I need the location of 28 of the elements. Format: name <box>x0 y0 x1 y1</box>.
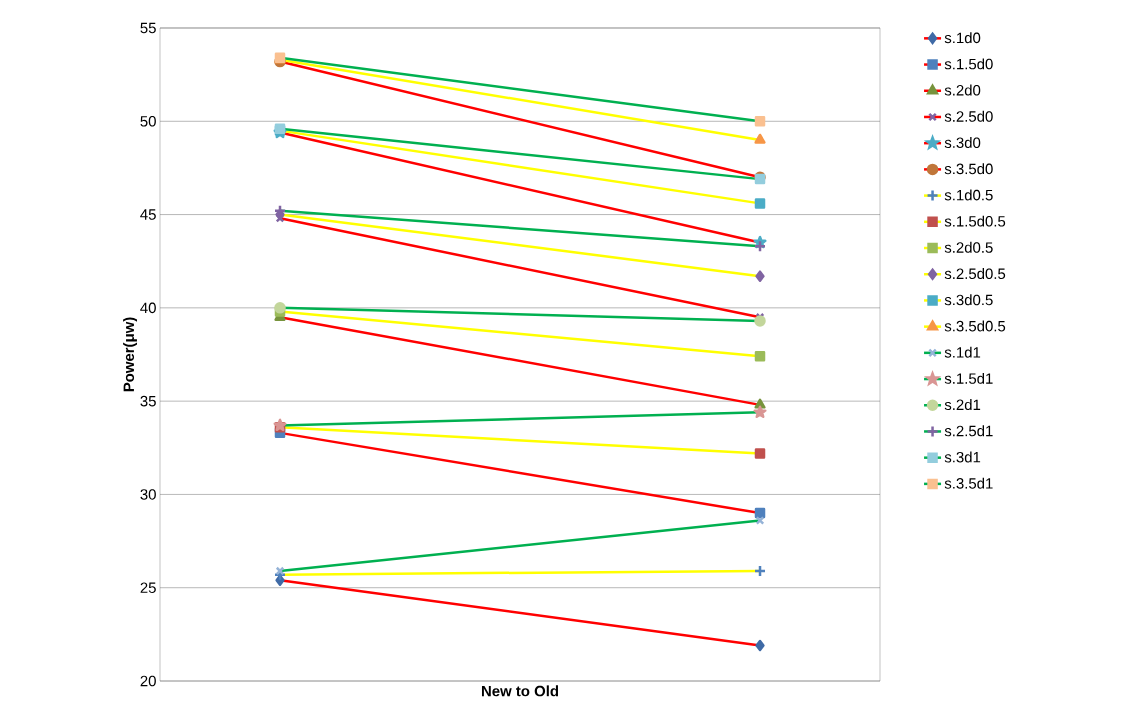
legend-label: s.3.5d0.5 <box>944 320 1006 332</box>
y-tick-label: 40 <box>140 302 156 314</box>
legend-label: s.1.5d0 <box>944 58 993 70</box>
legend-label: s.3.5d0 <box>944 163 993 175</box>
legend-label: s.3d0.5 <box>944 294 993 306</box>
x-axis-title: New to Old <box>481 685 559 697</box>
legend-label: s.3d0 <box>944 137 981 148</box>
legend-label: s.2.5d0 <box>944 110 993 122</box>
y-tick-label: 50 <box>140 115 156 127</box>
legend-label: s.2.5d1 <box>944 425 993 437</box>
legend-label: s.2d1 <box>944 399 981 411</box>
legend-label: s.1.5d1 <box>944 372 993 384</box>
y-tick-label: 35 <box>140 395 156 407</box>
y-tick-label: 30 <box>140 489 156 500</box>
legend-label: s.1.5d0.5 <box>944 215 1006 227</box>
y-tick-label: 25 <box>140 582 156 593</box>
legend-label: s.1d0.5 <box>944 189 993 201</box>
legend-label: s.1d0 <box>944 32 981 44</box>
legend-label: s.3d1 <box>944 451 981 463</box>
legend-label: s.3.5d1 <box>944 477 993 489</box>
legend-label: s.1d1 <box>944 346 981 358</box>
legend-label: s.2d0 <box>944 84 981 96</box>
y-tick-label: 55 <box>140 22 156 34</box>
legend-label: s.2.5d0.5 <box>944 268 1006 280</box>
legend-label: s.2d0.5 <box>944 241 993 253</box>
y-tick-label: 20 <box>140 675 156 687</box>
y-axis-title: Power(μw) <box>123 317 138 392</box>
y-tick-label: 45 <box>140 209 156 220</box>
